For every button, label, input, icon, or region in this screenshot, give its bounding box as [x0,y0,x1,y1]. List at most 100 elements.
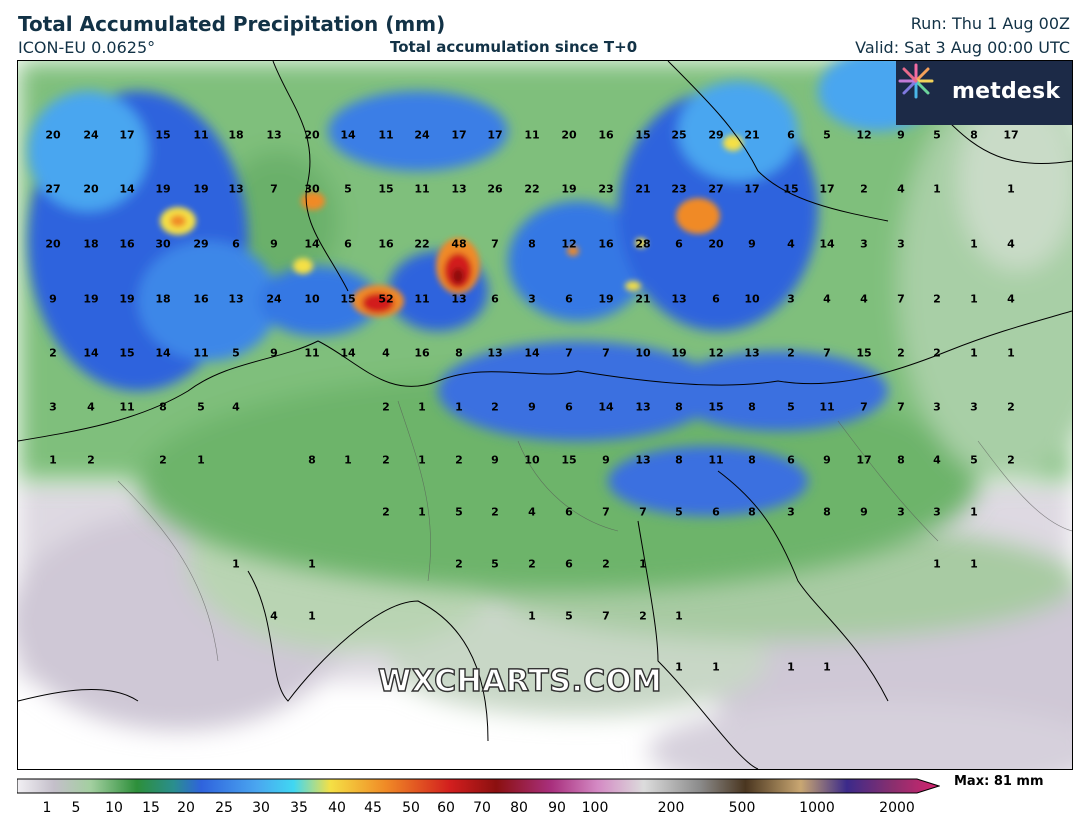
grid-value-label: 7 [270,182,278,196]
grid-value-label: 1 [970,346,978,360]
grid-value-label: 9 [823,453,831,467]
grid-value-label: 24 [266,292,282,306]
grid-value-label: 2 [87,453,95,467]
grid-value-label: 9 [49,292,57,306]
grid-value-label: 17 [744,182,760,196]
grid-value-label: 4 [232,400,240,414]
grid-value-label: 20 [304,128,320,142]
grid-value-label: 14 [155,346,171,360]
grid-value-label: 5 [823,128,831,142]
colorbar-tick-label: 80 [510,800,528,816]
grid-value-label: 8 [675,400,683,414]
region-borders [117,400,1072,662]
grid-value-label: 6 [565,400,573,414]
grid-value-label: 19 [671,346,687,360]
grid-value-label: 11 [708,453,724,467]
grid-value-label: 17 [451,128,467,142]
colorbar-tick-label: 45 [364,800,382,816]
grid-value-label: 8 [528,237,536,251]
logo-text: metdesk [952,79,1061,104]
grid-value-label: 6 [344,237,352,251]
precip-field-blue [28,61,938,516]
grid-value-label: 2 [602,557,610,571]
grid-value-label: 7 [491,237,499,251]
grid-value-label: 2 [933,346,941,360]
grid-value-label: 3 [787,505,795,519]
grid-value-label: 1 [455,400,463,414]
grid-value-label: 12 [856,128,872,142]
colorbar [17,778,940,794]
grid-value-label: 5 [565,609,573,623]
grid-value-label: 1 [712,660,720,674]
grid-value-label: 4 [823,292,831,306]
grid-value-label: 17 [856,453,872,467]
grid-value-label: 24 [83,128,99,142]
grid-value-label: 1 [970,237,978,251]
grid-value-label: 7 [860,400,868,414]
grid-value-label: 2 [860,182,868,196]
grid-value-label: 1 [418,453,426,467]
grid-value-label: 7 [565,346,573,360]
grid-value-label: 16 [598,128,614,142]
grid-value-label: 1 [1007,182,1015,196]
grid-value-label: 7 [602,609,610,623]
grid-value-label: 1 [308,557,316,571]
grid-value-label: 21 [635,182,651,196]
watermark: WXCHARTS.COM [377,663,663,699]
grid-value-label: 20 [561,128,577,142]
grid-value-label: 4 [897,182,905,196]
colorbar-tick-label: 35 [290,800,308,816]
grid-value-label: 11 [378,128,394,142]
grid-value-label: 8 [748,453,756,467]
grid-value-label: 4 [1007,237,1015,251]
grid-value-label: 1 [344,453,352,467]
grid-value-label: 5 [344,182,352,196]
grid-value-label: 11 [414,292,430,306]
grid-value-label: 14 [524,346,540,360]
grid-value-label: 1 [970,557,978,571]
burst-icon [898,63,934,99]
grid-value-label: 18 [155,292,171,306]
grid-value-label: 6 [565,292,573,306]
grid-value-label: 14 [598,400,614,414]
grid-value-label: 13 [635,400,651,414]
grid-value-label: 1 [49,453,57,467]
grid-value-label: 4 [382,346,390,360]
grid-value-label: 3 [897,505,905,519]
chart-subtitle: Total accumulation since T+0 [390,38,638,56]
chart-title: Total Accumulated Precipitation (mm) [18,12,446,36]
grid-value-label: 14 [83,346,99,360]
grid-value-label: 6 [712,292,720,306]
grid-value-label: 16 [119,237,135,251]
grid-value-label: 13 [451,292,467,306]
grid-value-label: 4 [1007,292,1015,306]
max-value: Max: 81 mm [954,774,1044,789]
grid-value-label: 5 [197,400,205,414]
grid-value-label: 3 [528,292,536,306]
grid-value-label: 15 [340,292,356,306]
grid-value-label: 5 [455,505,463,519]
grid-value-label: 2 [639,609,647,623]
grid-value-label: 11 [119,400,135,414]
grid-value-label: 7 [897,400,905,414]
grid-value-label: 8 [455,346,463,360]
grid-value-label: 9 [748,237,756,251]
grid-value-label: 8 [897,453,905,467]
colorbar-tick-label: 60 [437,800,455,816]
grid-value-label: 3 [933,505,941,519]
grid-value-label: 2 [382,453,390,467]
grid-value-label: 9 [528,400,536,414]
grid-value-label: 2 [933,292,941,306]
grid-value-label: 22 [414,237,430,251]
grid-value-label: 16 [378,237,394,251]
grid-value-label: 1 [675,609,683,623]
grid-value-label: 28 [635,237,651,251]
grid-value-label: 3 [897,237,905,251]
grid-value-label: 48 [451,237,467,251]
grid-value-label: 14 [340,128,356,142]
grid-value-label: 2 [528,557,536,571]
grid-value-label: 21 [635,292,651,306]
grid-value-label: 1 [418,400,426,414]
grid-value-label: 13 [671,292,687,306]
run-time: Run: Thu 1 Aug 00Z [910,14,1070,33]
